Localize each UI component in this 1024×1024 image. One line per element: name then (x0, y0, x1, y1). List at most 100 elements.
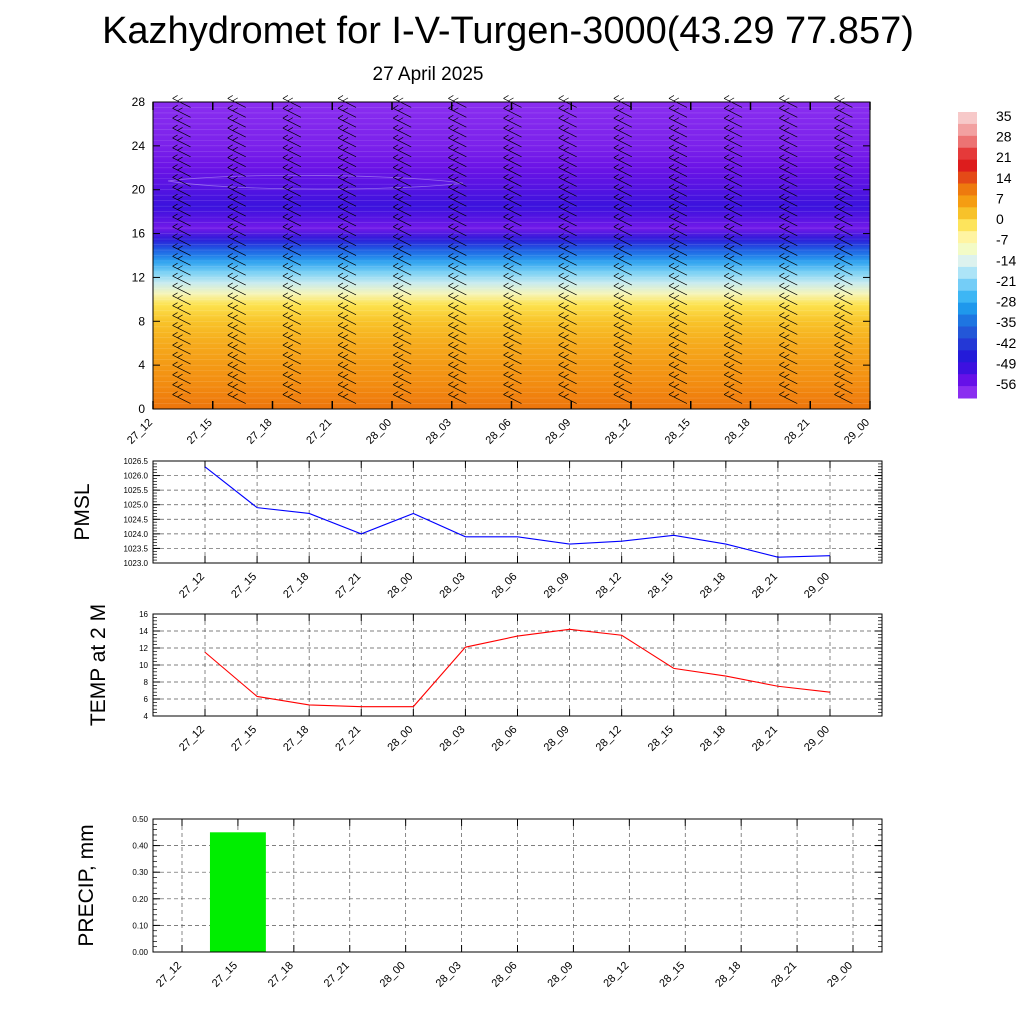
wind-barb (558, 233, 577, 246)
wind-barb (779, 95, 798, 108)
wind-barb (282, 253, 302, 266)
wind-barb (448, 154, 467, 168)
wind-barb (172, 203, 191, 217)
wind-barb (503, 371, 522, 385)
contour-line (152, 232, 871, 235)
wind-barb (723, 124, 743, 138)
wind-barb (448, 332, 467, 345)
wind-barb (337, 203, 357, 217)
wind-barb (779, 292, 798, 306)
wind-barb (723, 114, 743, 128)
colorbar-label: 7 (996, 190, 1004, 206)
wind-barb (503, 302, 522, 316)
x-tick-label: 28_03 (434, 960, 464, 990)
wind-barb (172, 193, 191, 207)
y-tick-label: 6 (144, 695, 149, 704)
wind-barb (282, 391, 302, 404)
wind-barb (558, 272, 577, 286)
precip-chart: 27_12 27_15 27_18 27_21 28_00 28_03 28_06 28_09… (75, 815, 883, 990)
wind-barb (448, 174, 467, 187)
colorbar-swatch (958, 219, 977, 232)
wind-barb (448, 223, 467, 237)
wind-barb (613, 312, 632, 325)
wind-barb (172, 154, 191, 168)
wind-barb (779, 322, 798, 335)
wind-barb (779, 282, 798, 296)
wind-barb (779, 332, 798, 345)
wind-barb (558, 391, 577, 404)
y-tick-label: 1026.5 (124, 457, 149, 466)
colorbar-label: -35 (996, 314, 1016, 330)
wind-barb (834, 174, 853, 187)
wind-barb (558, 223, 577, 237)
contour-line (152, 221, 871, 224)
wind-barb (282, 233, 302, 246)
wind-barb (613, 272, 632, 286)
wind-barb (668, 124, 688, 138)
y-tick-label: 12 (139, 644, 148, 653)
wind-barb (503, 134, 522, 148)
y-tick-label: 1026.0 (124, 472, 149, 481)
wind-barb (834, 253, 853, 266)
wind-barb (779, 183, 798, 197)
wind-barb (613, 391, 632, 404)
wind-barb (558, 361, 577, 375)
y-tick-label: 1023.5 (124, 544, 149, 553)
wind-barb (172, 164, 191, 177)
colorbar-label: 14 (996, 170, 1012, 186)
wind-barb (834, 341, 853, 355)
wind-barb (282, 144, 302, 158)
y-tick-label: 1024.5 (124, 515, 149, 524)
contour-line (152, 205, 871, 207)
wind-barb (448, 341, 467, 355)
wind-barb (779, 134, 798, 148)
wind-barb (393, 223, 412, 237)
wind-barb (282, 174, 302, 187)
contour-line (152, 293, 871, 295)
wind-barb (448, 203, 467, 217)
wind-barb (172, 105, 191, 118)
wind-barb (558, 381, 577, 394)
wind-barb (282, 312, 302, 325)
wind-barb (503, 95, 522, 108)
wind-barb (834, 124, 853, 138)
wind-barb (668, 332, 688, 345)
wind-barb (668, 312, 688, 325)
wind-barb (613, 361, 632, 375)
wind-barb (448, 164, 467, 177)
contour-line (152, 254, 871, 257)
wind-barb (503, 292, 522, 306)
chart-title: Kazhydromet for I-V-Turgen-3000(43.29 77… (102, 10, 914, 52)
wind-barb (227, 114, 246, 128)
wind-barb (227, 233, 246, 246)
y-tick-label: 14 (139, 627, 148, 636)
x-tick-label: 28_09 (542, 571, 572, 601)
y-tick-label: 1023.0 (124, 559, 149, 568)
wind-barb (282, 183, 302, 197)
wind-barb (668, 95, 688, 108)
wind-barb (503, 253, 522, 266)
plot-frame (152, 460, 883, 564)
wind-barb (723, 193, 743, 207)
contour-line (152, 243, 871, 246)
wind-barb (337, 243, 357, 256)
wind-barb (503, 164, 522, 177)
wind-barb (834, 332, 853, 345)
x-tick-label: 28_00 (385, 571, 415, 601)
x-tick-label: 28_00 (385, 724, 415, 754)
colorbar: 35 28 21 14 7 0 -7 -14 -21 -28 -35 -42 -49 -56 (958, 108, 1016, 399)
wind-barb (172, 272, 191, 286)
wind-barb (723, 134, 743, 148)
wind-barb (834, 154, 853, 168)
wind-barb (227, 174, 246, 187)
wind-barb (172, 124, 191, 138)
wind-barb (337, 134, 357, 148)
wind-barb (337, 193, 357, 207)
colorbar-swatch (958, 374, 977, 387)
wind-barb (337, 183, 357, 197)
wind-barb (723, 183, 743, 197)
wind-barb (723, 361, 743, 375)
wind-barb (503, 272, 522, 286)
wind-barb (779, 243, 798, 256)
